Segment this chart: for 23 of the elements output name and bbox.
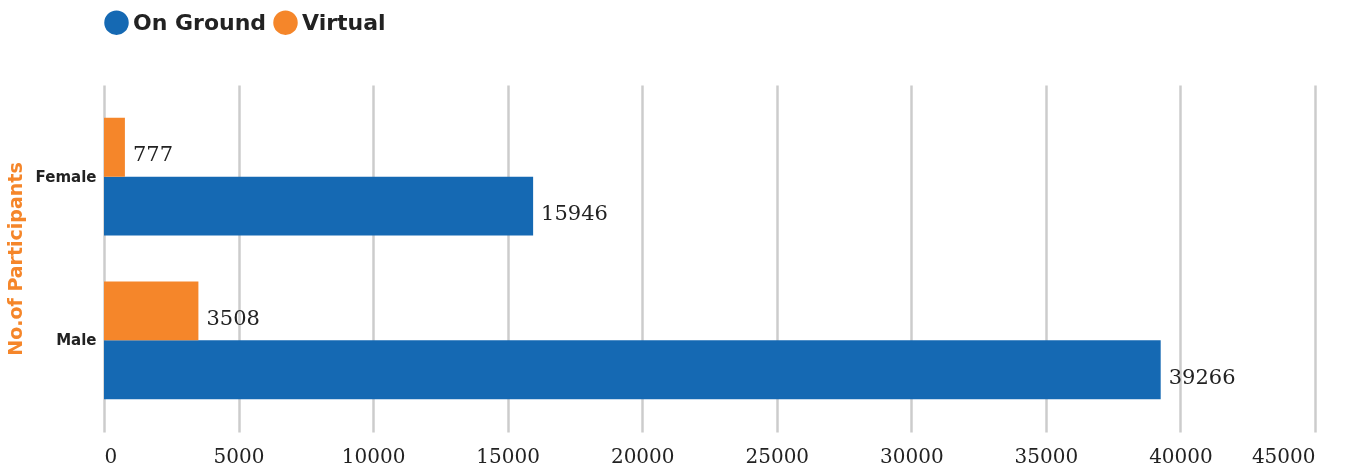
y-axis-title: No.of Participants — [3, 162, 26, 356]
x-tick-label: 20000 — [610, 443, 675, 468]
x-tick-label: 25000 — [745, 443, 810, 468]
x-tick-label: 15000 — [476, 443, 540, 468]
bar — [104, 176, 534, 236]
x-tick-label: 45000 — [1251, 443, 1316, 468]
x-tick-label: 35000 — [1014, 443, 1079, 468]
y-tick-label: Female — [35, 167, 97, 186]
x-tick-label: 0 — [104, 443, 118, 468]
bar — [104, 340, 1161, 400]
data-label: 3508 — [206, 305, 260, 330]
bar — [104, 117, 125, 177]
bar — [104, 281, 199, 341]
x-tick-label: 5000 — [213, 443, 265, 468]
x-tick-label: 10000 — [341, 443, 406, 468]
x-tick-label: 30000 — [880, 443, 944, 468]
y-tick-label: Male — [56, 331, 97, 350]
data-label: 39266 — [1168, 364, 1236, 389]
data-label: 777 — [132, 142, 173, 167]
legend-label: On Ground — [133, 9, 267, 35]
legend-label: Virtual — [302, 9, 386, 35]
x-tick-label: 40000 — [1149, 443, 1213, 468]
data-label: 15946 — [541, 201, 608, 226]
